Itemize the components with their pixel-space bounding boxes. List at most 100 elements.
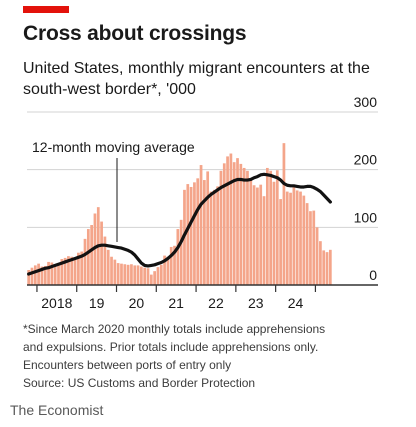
bar [116,263,120,285]
bar [159,264,163,285]
bar [193,182,196,285]
x-tick-label: 2018 [41,295,72,311]
bar [153,271,156,285]
footnote-line-3: Encounters between ports of entry only [23,358,232,372]
bar [289,192,292,285]
bar [47,261,50,285]
bar [328,249,332,285]
bar [37,263,40,285]
bar [50,262,54,285]
bar [163,255,166,285]
bar [40,266,44,285]
x-tick-label: 22 [208,295,224,311]
bar [203,180,206,285]
y-tick-label-300: 300 [354,94,378,110]
bar [275,170,279,285]
x-tick-label: 19 [89,295,105,311]
x-tick-label: 21 [168,295,184,311]
bar [179,219,183,285]
bar [86,229,90,285]
bar [43,265,47,285]
chart-title: Cross about crossings [23,22,247,45]
bar [209,191,213,285]
bar [57,263,60,285]
footnote-line-1: *Since March 2020 monthly totals include… [23,322,326,336]
bar [123,264,127,285]
bar [216,186,219,285]
publisher-credit: The Economist [10,402,104,418]
bar [252,185,256,285]
bar [292,186,296,285]
bar [53,265,57,285]
bar [242,167,246,285]
footnote-line-2: and expulsions. Prior totals include app… [23,340,319,354]
y-tick-label-100: 100 [354,209,378,225]
bar [186,184,190,285]
y-tick-label-0: 0 [369,267,377,283]
bar [319,241,322,285]
bar [312,210,316,285]
x-tick-label: 20 [129,295,145,311]
bar [100,221,103,285]
bar [73,257,77,285]
bar [229,153,233,285]
bar [222,163,226,285]
bar [83,238,87,285]
bar [30,267,34,285]
moving-average-line [27,172,332,276]
bar [212,189,216,285]
bar [166,256,170,285]
bar [249,178,253,285]
x-tick-label: 23 [248,295,264,311]
bar [265,167,269,285]
bar [256,187,259,285]
bar [60,259,64,285]
chart-card: Cross about crossings United States, mon… [23,6,403,392]
bar [219,170,223,285]
annotation-layer: 12-month moving average [32,139,195,242]
axis-layer: 0 100 200 300 2018 19 20 21 22 23 24 [27,94,378,311]
bar [322,250,326,285]
bar [149,274,153,285]
bar [103,236,107,285]
bar-series [27,143,332,285]
bar [67,256,70,285]
bar [130,264,133,285]
bar [156,267,160,285]
y-tick-label-200: 200 [354,152,378,168]
bar [272,181,276,285]
bar [269,170,273,285]
bar [259,184,263,285]
bar [236,158,239,285]
bar [80,251,84,285]
brand-red-bar [23,6,69,13]
bar [90,225,94,285]
bar [199,165,203,285]
bar [309,211,312,285]
x-tick-label: 24 [288,295,304,311]
bar [279,199,282,285]
footnote: *Since March 2020 monthly totals include… [23,320,403,392]
bar [136,265,140,285]
bar [77,252,80,285]
bar [27,270,31,285]
bar [143,267,147,285]
bar [196,178,200,285]
bar [299,191,302,285]
bar [315,227,319,285]
bar [246,170,249,285]
bar [33,265,37,285]
bar [262,196,266,285]
annotation-label: 12-month moving average [32,139,195,155]
bar [232,162,236,285]
bar [239,163,243,285]
bar [176,229,180,285]
chart-plot: 0 100 200 300 2018 19 20 21 22 23 24 12-month movi… [27,94,378,311]
bar [146,268,150,285]
line-series-layer [27,172,332,276]
bar [189,186,193,285]
gridlines [27,111,378,228]
bar [70,256,74,285]
bar [305,203,309,285]
bar [226,156,229,285]
